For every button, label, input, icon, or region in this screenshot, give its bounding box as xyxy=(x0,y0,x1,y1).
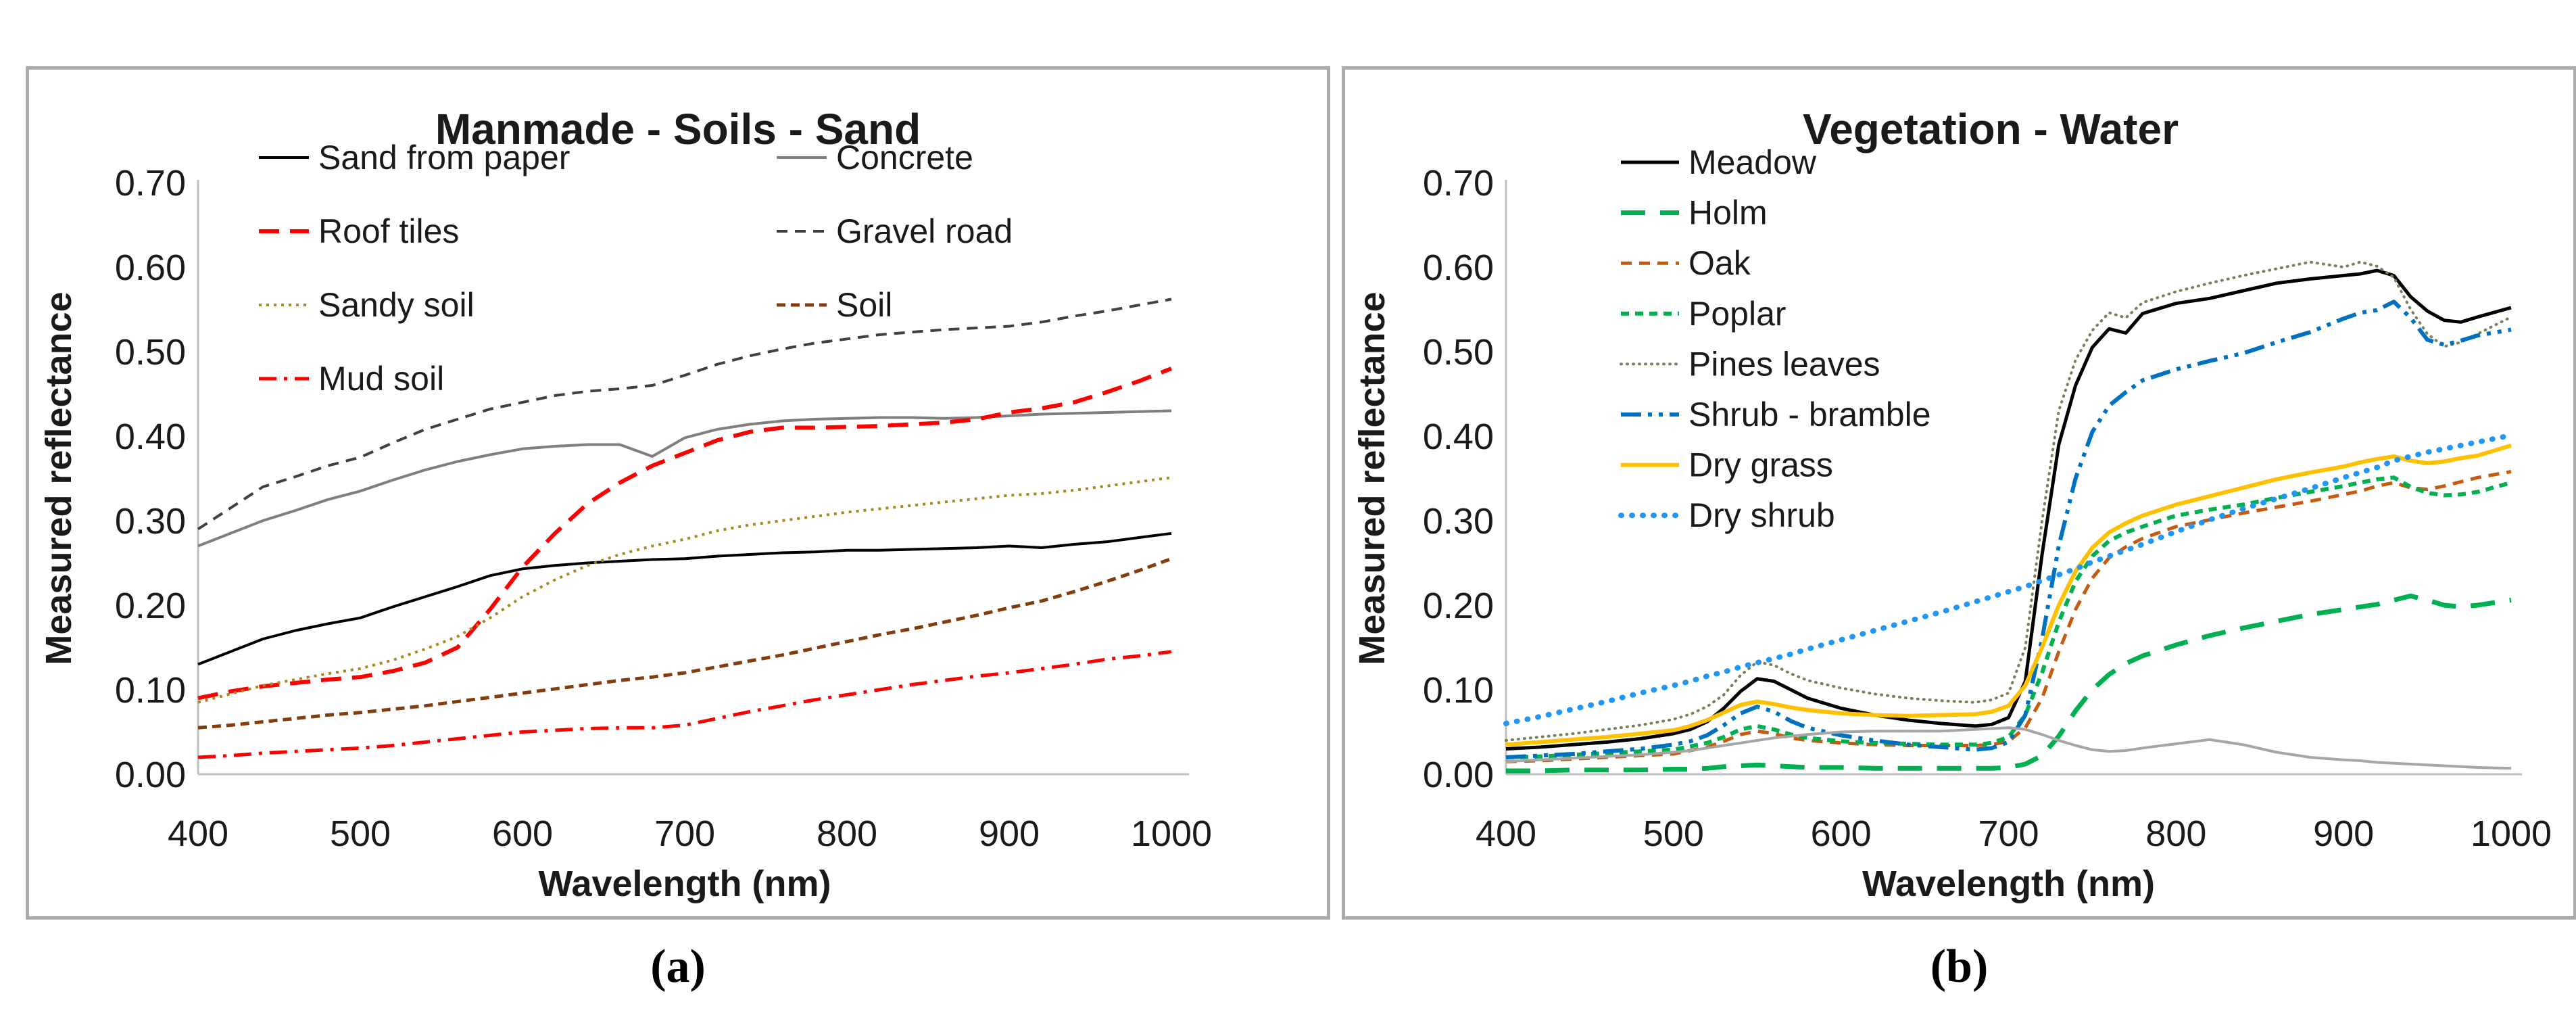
series-sandy-soil xyxy=(197,476,1172,704)
legend-item-meadow: Meadow xyxy=(1621,143,1817,181)
legend-label-mud-soil: Mud soil xyxy=(318,360,444,398)
chart-title: Manmade - Soils - Sand xyxy=(435,105,921,153)
y-tick-label: 0.00 xyxy=(1423,755,1494,795)
legend-item-oak: Oak xyxy=(1621,244,1751,282)
chart-panel-manmade-soils-sand: 0.00 0.10 0.20 0.30 0.40 0.50 0.60 0.70 400 500 60… xyxy=(26,66,1330,920)
x-tick-label: 900 xyxy=(2313,813,2374,854)
legend-label-sand-from-paper: Sand from paper xyxy=(318,139,570,176)
legend-item-dry-grass: Dry grass xyxy=(1621,446,1833,484)
x-tick-label: 800 xyxy=(2145,813,2206,854)
chart-svg-1: 0.00 0.10 0.20 0.30 0.40 0.50 0.60 0.70 400 500 60… xyxy=(1352,105,2552,904)
x-tick-label: 800 xyxy=(817,813,877,854)
legend-label-dry-grass: Dry grass xyxy=(1688,446,1833,484)
series-meadow xyxy=(1505,268,2512,751)
chart-title: Vegetation - Water xyxy=(1803,105,2179,153)
x-tick-label: 700 xyxy=(654,813,715,854)
x-axis-title: Wavelength (nm) xyxy=(538,863,831,904)
x-tick-label: 600 xyxy=(492,813,553,854)
series-concrete xyxy=(197,409,1172,548)
legend-item-soil: Soil xyxy=(777,286,892,324)
y-axis-title: Measured reflectance xyxy=(1352,291,1392,665)
subfigure-caption-b: (b) xyxy=(1930,941,1989,993)
series-water xyxy=(1505,726,2512,770)
legend-item-holm: Holm xyxy=(1621,194,1768,232)
legend-item-dry-shrub: Dry shrub xyxy=(1618,496,1835,534)
series-oak xyxy=(1505,470,2512,763)
y-tick-label: 0.30 xyxy=(115,501,186,542)
legend-label-oak: Oak xyxy=(1688,244,1751,282)
legend-item-sand-from-paper: Sand from paper xyxy=(259,139,570,176)
legend-label-holm: Holm xyxy=(1688,194,1768,232)
legend-label-sandy-soil: Sandy soil xyxy=(318,286,475,324)
x-tick-label: 700 xyxy=(1978,813,2039,854)
x-axis-title: Wavelength (nm) xyxy=(1862,863,2155,904)
legend-item-gravel-road: Gravel road xyxy=(777,212,1013,250)
series-gravel-road xyxy=(197,298,1172,531)
y-tick-label: 0.70 xyxy=(1423,163,1494,204)
legend-label-roof-tiles: Roof tiles xyxy=(318,212,459,250)
y-tick-label: 0.50 xyxy=(1423,332,1494,373)
series-pines-leaves xyxy=(1505,260,2512,742)
x-tick-label: 900 xyxy=(979,813,1040,854)
legend-item-roof-tiles: Roof tiles xyxy=(259,212,459,250)
x-tick-label: 500 xyxy=(1643,813,1704,854)
y-tick-label: 0.60 xyxy=(1423,247,1494,288)
series-dry-grass xyxy=(1505,443,2512,747)
x-tick-label: 1000 xyxy=(1131,813,1212,854)
y-tick-label: 0.50 xyxy=(115,332,186,373)
series-roof-tiles xyxy=(197,366,1173,701)
y-tick-label: 0.00 xyxy=(115,755,186,795)
y-tick-label: 0.10 xyxy=(115,670,186,711)
series-sand-from-paper xyxy=(197,531,1172,666)
chart-svg-0: 0.00 0.10 0.20 0.30 0.40 0.50 0.60 0.70 400 500 60… xyxy=(39,105,1212,904)
legend-label-dry-shrub: Dry shrub xyxy=(1688,496,1835,534)
legend-label-pines-leaves: Pines leaves xyxy=(1688,345,1880,383)
legend-item-shrub-bramble: Shrub - bramble xyxy=(1621,396,1931,433)
y-tick-label: 0.40 xyxy=(115,417,186,457)
chart-panel-vegetation-water: 0.00 0.10 0.20 0.30 0.40 0.50 0.60 0.70 400 500 60… xyxy=(1342,66,2576,920)
legend-label-concrete: Concrete xyxy=(836,139,973,176)
y-tick-label: 0.70 xyxy=(115,163,186,204)
series-holm xyxy=(1506,593,2512,774)
legend-label-shrub-bramble: Shrub - bramble xyxy=(1688,396,1931,433)
series-poplar xyxy=(1505,475,2512,759)
x-tick-label: 400 xyxy=(168,813,228,854)
y-tick-label: 0.40 xyxy=(1423,417,1494,457)
y-tick-label: 0.20 xyxy=(115,586,186,626)
series-mud-soil xyxy=(197,650,1172,759)
legend-label-meadow: Meadow xyxy=(1688,143,1817,181)
x-tick-label: 600 xyxy=(1811,813,1872,854)
legend-label-gravel-road: Gravel road xyxy=(836,212,1013,250)
legend-item-concrete: Concrete xyxy=(777,139,973,176)
legend-label-soil: Soil xyxy=(836,286,892,324)
subfigure-caption-a: (a) xyxy=(650,941,706,993)
series-soil xyxy=(197,556,1172,730)
x-tick-label: 400 xyxy=(1476,813,1536,854)
x-tick-label: 1000 xyxy=(2471,813,2552,854)
y-tick-label: 0.10 xyxy=(1423,670,1494,711)
y-tick-label: 0.60 xyxy=(115,247,186,288)
y-tick-label: 0.20 xyxy=(1423,586,1494,626)
series-dry-shrub xyxy=(1503,432,2514,726)
legend-item-pines-leaves: Pines leaves xyxy=(1620,345,1880,383)
series-shrub-bramble xyxy=(1505,300,2512,759)
x-tick-label: 500 xyxy=(330,813,391,854)
legend-label-poplar: Poplar xyxy=(1688,295,1787,333)
legend-item-sandy-soil: Sandy soil xyxy=(259,286,475,324)
y-tick-label: 0.30 xyxy=(1423,501,1494,542)
y-axis-title: Measured reflectance xyxy=(39,291,79,665)
legend-item-poplar: Poplar xyxy=(1621,295,1787,333)
legend-item-mud-soil: Mud soil xyxy=(259,360,444,398)
